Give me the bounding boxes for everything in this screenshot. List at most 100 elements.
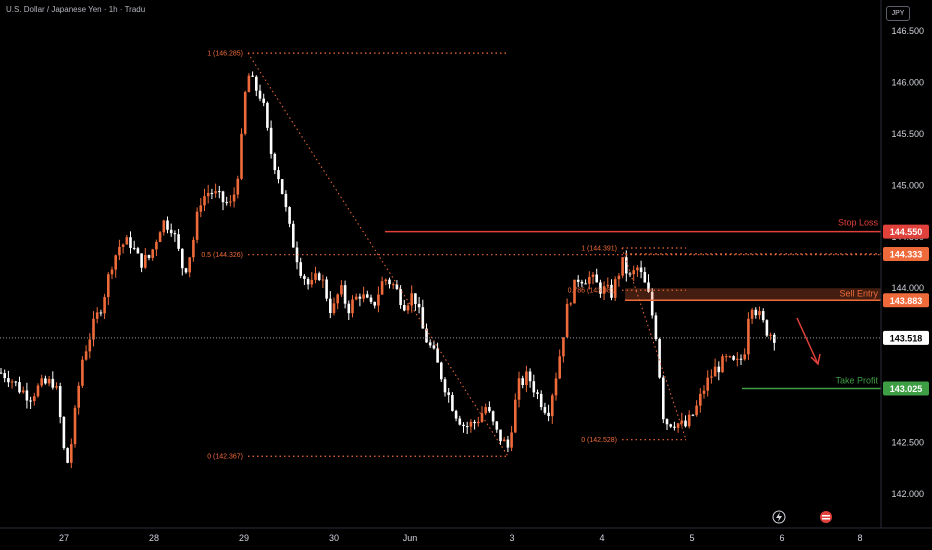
candle-body (410, 293, 413, 306)
currency-button[interactable]: JPY (886, 6, 910, 21)
candle-body (669, 424, 672, 427)
candle-body (166, 220, 169, 230)
fib1-trendline[interactable] (247, 52, 509, 457)
candle-body (214, 191, 217, 194)
candle-body (33, 396, 36, 402)
candle-body (428, 342, 432, 346)
price-tag-label: 143.025 (890, 384, 923, 394)
candle-body (736, 358, 739, 360)
candle-body (55, 386, 58, 388)
candle-body (288, 207, 291, 224)
candle-body (162, 220, 166, 233)
time-axis[interactable]: 27 28 29 30 Jun 3 4 5 6 8 (59, 533, 863, 543)
candle-body (280, 179, 284, 194)
candle-body (569, 303, 573, 305)
candle-body (354, 296, 358, 300)
candle-body (192, 239, 195, 258)
x-tick-label: 5 (689, 533, 694, 543)
candle-body (547, 412, 550, 417)
candle-body (384, 279, 388, 282)
x-tick-label: 27 (59, 533, 69, 543)
candle-body (195, 211, 199, 240)
candle-body (240, 133, 243, 179)
candle-body (225, 202, 228, 204)
candle-body (114, 255, 117, 270)
candle-body (713, 366, 717, 377)
candle-body (491, 411, 495, 422)
candle-body (184, 268, 188, 273)
candle-body (169, 229, 173, 234)
candle-body (639, 267, 643, 273)
us-flag-event-icon[interactable] (820, 511, 832, 523)
candles-layer (0, 71, 776, 469)
x-tick-label: 30 (329, 533, 339, 543)
stop-loss-label: Stop Loss (838, 218, 879, 228)
y-tick-label: 146.500 (891, 26, 924, 36)
candle-body (543, 407, 547, 413)
candle-body (377, 294, 380, 306)
candle-body (299, 262, 302, 276)
candle-body (462, 424, 465, 427)
candle-body (158, 232, 162, 243)
candle-body (125, 237, 129, 245)
candle-body (21, 390, 25, 393)
fib2-label-mid: 0.786 (143.981) (568, 288, 617, 295)
x-tick-label: 28 (149, 533, 159, 543)
candle-body (118, 246, 121, 256)
down-arrow-head (810, 353, 821, 366)
candle-body (399, 289, 402, 306)
candle-body (66, 448, 69, 463)
y-tick-label: 146.000 (891, 77, 924, 87)
fib2-label-high: 1 (144.391) (581, 245, 617, 252)
candle-body (695, 405, 698, 416)
candle-body (203, 196, 206, 206)
candle-body (654, 315, 658, 340)
candle-body (0, 372, 3, 374)
candle-body (499, 429, 502, 442)
fib1-label-high: 1 (146.285) (207, 51, 243, 58)
candle-body (314, 273, 317, 280)
candle-body (647, 282, 650, 292)
candle-body (58, 386, 62, 418)
symbol-title: U.S. Dollar / Japanese Yen · 1h · Tradu (6, 5, 146, 14)
candle-body (332, 303, 336, 314)
candle-body (321, 279, 325, 281)
candle-body (477, 421, 480, 424)
candle-body (769, 334, 772, 336)
candle-body (77, 385, 80, 408)
candle-body (739, 358, 743, 360)
y-tick-label: 144.000 (891, 283, 924, 293)
lightning-icon[interactable] (772, 510, 786, 524)
sell-entry-zone[interactable] (625, 288, 881, 301)
candle-body (602, 286, 606, 294)
candle-body (732, 356, 735, 360)
candle-body (95, 312, 99, 319)
candle-body (329, 298, 332, 314)
candle-body (758, 311, 761, 316)
drawings-layer[interactable]: 1 (146.285) 0.5 (144.326) 0 (142.367) 1 (14… (0, 51, 881, 461)
price-tag-label: 144.550 (890, 227, 923, 237)
candle-body (62, 417, 66, 449)
candle-body (36, 385, 40, 397)
candle-body (277, 170, 280, 180)
fib1-label-low: 0 (142.367) (207, 454, 243, 461)
candle-body (88, 339, 92, 352)
take-profit-label: Take Profit (835, 376, 878, 386)
candle-body (81, 359, 84, 386)
candle-body (73, 407, 77, 445)
candle-body (761, 311, 765, 321)
candle-body (495, 421, 499, 430)
candle-body (70, 444, 73, 463)
candle-body (454, 410, 458, 419)
candle-body (414, 293, 417, 304)
candle-body (691, 414, 695, 416)
candle-body (269, 127, 273, 154)
candle-body (366, 294, 369, 298)
candle-body (484, 407, 487, 414)
x-tick-label: 3 (509, 533, 514, 543)
candle-body (702, 390, 706, 394)
down-arrow[interactable] (796, 317, 819, 365)
candle-body (7, 378, 10, 383)
candle-body (177, 234, 180, 249)
